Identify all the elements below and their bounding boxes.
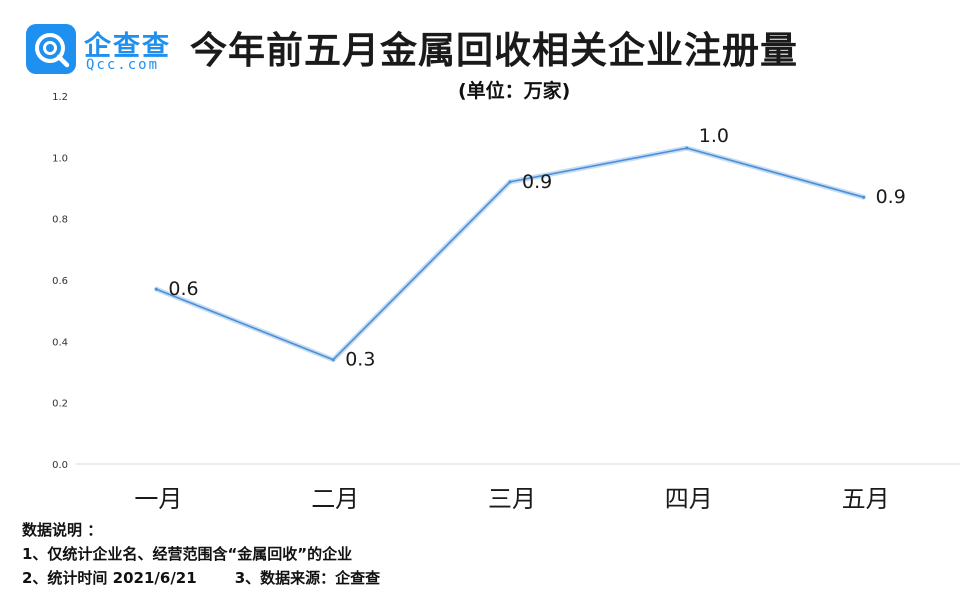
data-point — [508, 180, 512, 184]
chart-unit: (单位：万家) — [458, 80, 571, 102]
x-tick-label: 一月 — [134, 485, 182, 513]
chart-title: 今年前五月金属回收相关企业注册量 — [190, 29, 798, 72]
data-notes: 数据说明 ： 1、仅统计企业名、经营范围含“金属回收”的企业 2、统计时间 20… — [22, 518, 380, 590]
y-tick-label: 0.0 — [52, 460, 68, 471]
notes-line-2a: 2、统计时间 2021/6/21 — [22, 569, 197, 587]
data-point — [154, 287, 158, 291]
y-tick-label: 1.2 — [52, 92, 68, 103]
qcc-logo-icon — [26, 24, 76, 74]
data-label: 0.9 — [522, 171, 552, 193]
data-label: 1.0 — [699, 125, 729, 147]
logo-text-en: Qcc.com — [86, 57, 160, 73]
y-tick-label: 1.0 — [52, 153, 68, 164]
qcc-logo: 企查查 Qcc.com — [26, 24, 178, 76]
data-label: 0.9 — [876, 186, 906, 208]
data-point — [331, 358, 335, 362]
logo-text-cn: 企查查 — [84, 31, 171, 62]
data-point — [862, 195, 866, 199]
notes-line-2b: 3、数据来源：企查查 — [234, 569, 381, 587]
x-tick-label: 二月 — [311, 485, 359, 513]
y-tick-label: 0.6 — [52, 276, 68, 287]
x-tick-label: 五月 — [842, 485, 890, 513]
x-tick-label: 三月 — [488, 485, 536, 513]
x-tick-label: 四月 — [665, 485, 713, 513]
notes-line-1: 1、仅统计企业名、经营范围含“金属回收”的企业 — [22, 545, 353, 563]
notes-heading: 数据说明 ： — [22, 521, 103, 539]
y-tick-label: 0.8 — [52, 215, 68, 226]
y-tick-label: 0.4 — [52, 337, 68, 348]
data-label: 0.3 — [345, 349, 375, 371]
series-line-shadow — [153, 145, 867, 363]
y-tick-label: 0.2 — [52, 399, 68, 410]
data-point — [685, 146, 689, 150]
data-label: 0.6 — [168, 278, 198, 300]
